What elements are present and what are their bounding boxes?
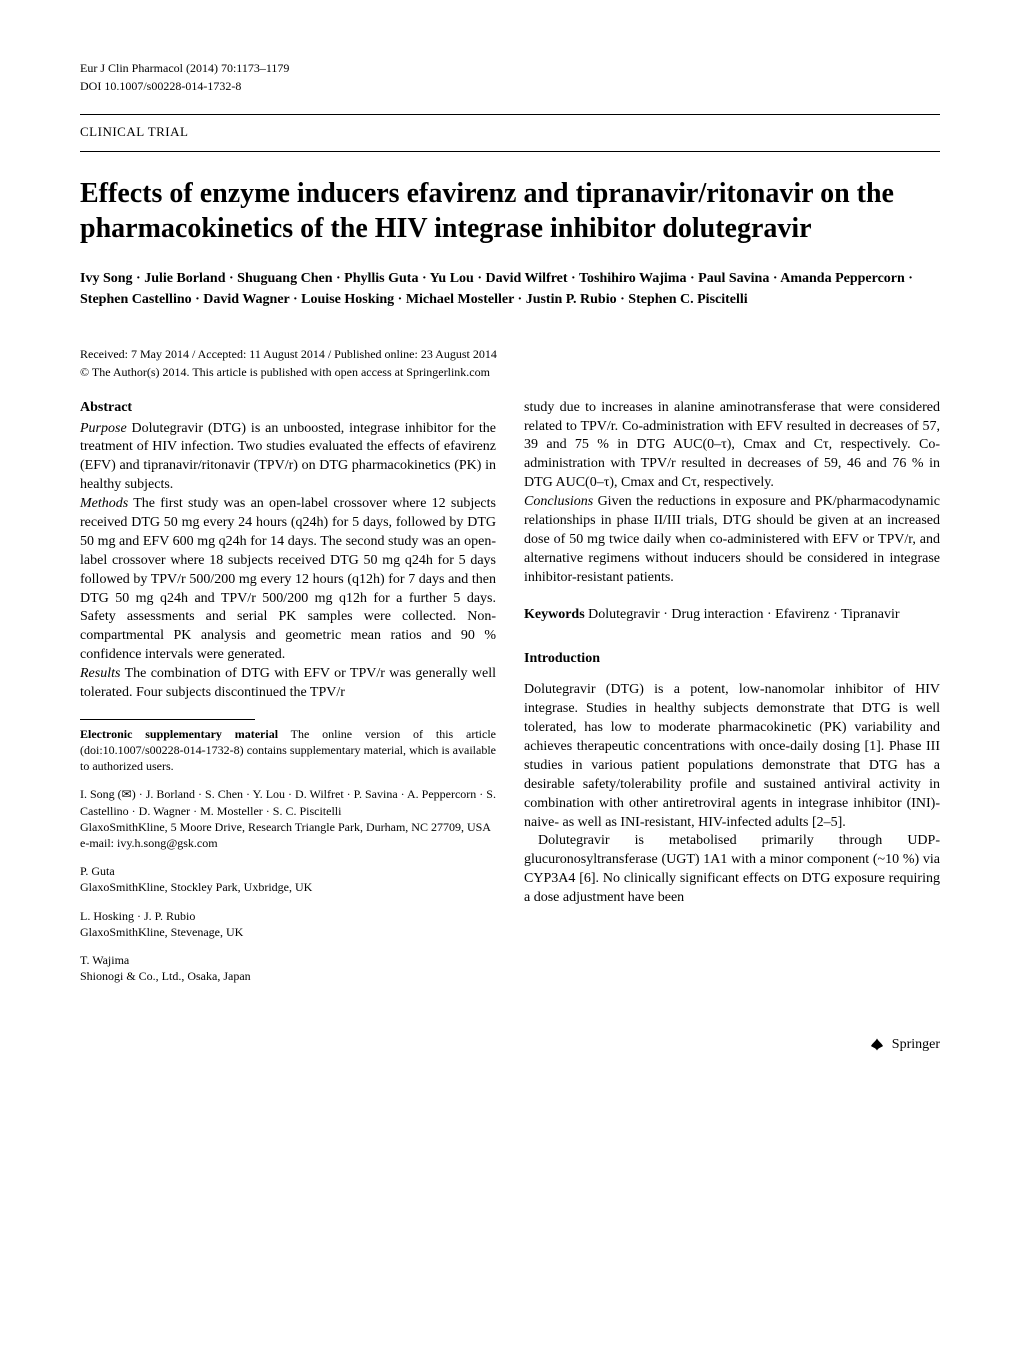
affil4-authors: T. Wajima (80, 952, 496, 968)
article-title: Effects of enzyme inducers efavirenz and… (80, 176, 940, 246)
affiliation-group-4: T. Wajima Shionogi & Co., Ltd., Osaka, J… (80, 952, 496, 984)
bottom-rule (80, 151, 940, 152)
section-label-box: CLINICAL TRIAL (80, 115, 940, 151)
keywords-text: Dolutegravir · Drug interaction · Efavir… (585, 607, 900, 622)
abstract-results-right: study due to increases in alanine aminot… (524, 399, 940, 493)
results-text-left: The combination of DTG with EFV or TPV/r… (80, 666, 496, 700)
springer-icon (868, 1037, 886, 1055)
affiliation-group-3: L. Hosking · J. P. Rubio GlaxoSmithKline… (80, 908, 496, 940)
affil2-authors: P. Guta (80, 863, 496, 879)
results-label: Results (80, 666, 120, 681)
two-column-layout: Abstract Purpose Dolutegravir (DTG) is a… (80, 399, 940, 997)
introduction-p2: Dolutegravir is metabolised primarily th… (524, 832, 940, 908)
publisher-name: Springer (892, 1036, 940, 1055)
left-column: Abstract Purpose Dolutegravir (DTG) is a… (80, 399, 496, 997)
affil1-authors: I. Song (✉) · J. Borland · S. Chen · Y. … (80, 786, 496, 818)
supplementary-rule (80, 719, 255, 720)
abstract-results-left: Results The combination of DTG with EFV … (80, 665, 496, 703)
affil2-address: GlaxoSmithKline, Stockley Park, Uxbridge… (80, 879, 496, 895)
running-head: Eur J Clin Pharmacol (2014) 70:1173–1179 (80, 60, 940, 76)
article-dates: Received: 7 May 2014 / Accepted: 11 Augu… (80, 346, 940, 362)
methods-text: The first study was an open-label crosso… (80, 496, 496, 662)
affil3-authors: L. Hosking · J. P. Rubio (80, 908, 496, 924)
introduction-p1: Dolutegravir (DTG) is a potent, low-nano… (524, 681, 940, 832)
section-label: CLINICAL TRIAL (80, 124, 188, 139)
author-list: Ivy Song · Julie Borland · Shuguang Chen… (80, 268, 940, 310)
supp-label: Electronic supplementary material (80, 727, 278, 741)
purpose-text: Dolutegravir (DTG) is an unboosted, inte… (80, 421, 496, 493)
keywords-label: Keywords (524, 607, 585, 622)
introduction-heading: Introduction (524, 650, 940, 669)
abstract-purpose: Purpose Dolutegravir (DTG) is an unboost… (80, 420, 496, 496)
publisher-logo: Springer (868, 1036, 940, 1055)
affil3-address: GlaxoSmithKline, Stevenage, UK (80, 924, 496, 940)
affiliation-group-2: P. Guta GlaxoSmithKline, Stockley Park, … (80, 863, 496, 895)
abstract-heading: Abstract (80, 399, 496, 418)
affiliation-group-1: I. Song (✉) · J. Borland · S. Chen · Y. … (80, 786, 496, 851)
purpose-label: Purpose (80, 421, 127, 436)
affil1-email: e-mail: ivy.h.song@gsk.com (80, 835, 496, 851)
page-footer: Springer (80, 1036, 940, 1061)
affil4-address: Shionogi & Co., Ltd., Osaka, Japan (80, 968, 496, 984)
supplementary-material: Electronic supplementary material The on… (80, 726, 496, 775)
keywords: Keywords Dolutegravir · Drug interaction… (524, 606, 940, 625)
abstract-methods: Methods The first study was an open-labe… (80, 495, 496, 665)
affil1-address: GlaxoSmithKline, 5 Moore Drive, Research… (80, 819, 496, 835)
conclusions-label: Conclusions (524, 494, 593, 509)
doi-line: DOI 10.1007/s00228-014-1732-8 (80, 78, 940, 94)
right-column: study due to increases in alanine aminot… (524, 399, 940, 997)
abstract-conclusions: Conclusions Given the reductions in expo… (524, 493, 940, 587)
methods-label: Methods (80, 496, 128, 511)
copyright-line: © The Author(s) 2014. This article is pu… (80, 364, 940, 380)
